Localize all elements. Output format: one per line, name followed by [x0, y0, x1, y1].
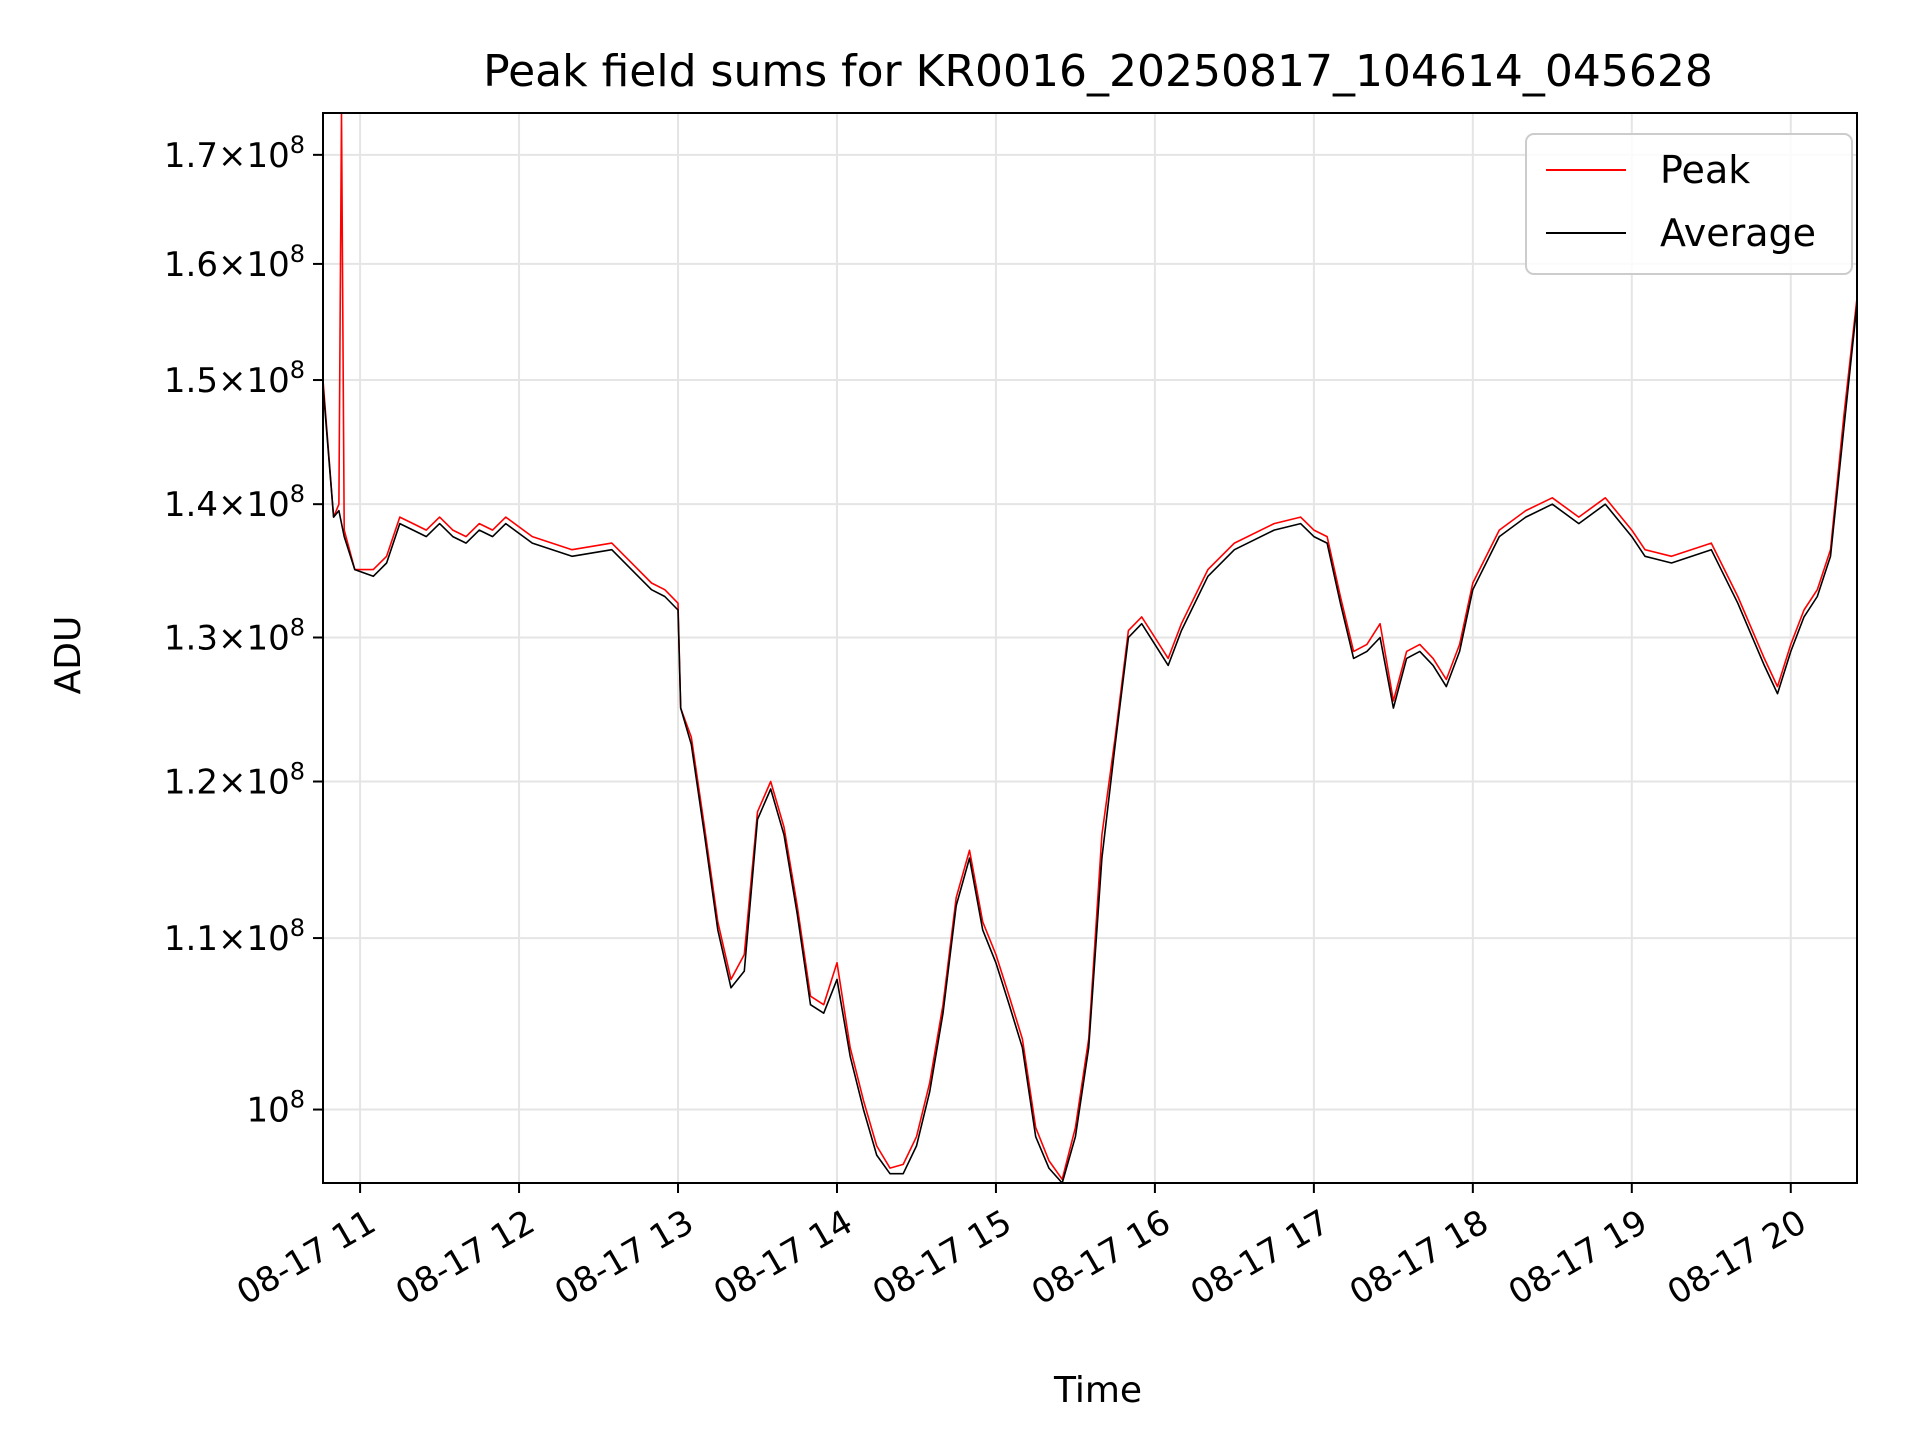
x-tick-label: 08-17 15	[866, 1202, 1018, 1313]
series-line-average	[323, 303, 1857, 1183]
x-axis: 08-17 11 08-17 12 08-17 13 08-17 14 08-17 15…	[230, 1183, 1813, 1313]
x-tick-label: 08-17 19	[1502, 1202, 1654, 1313]
y-tick-label: 1.4×108	[164, 480, 305, 525]
y-tick-label: 108	[246, 1086, 305, 1131]
legend-label-average: Average	[1660, 211, 1816, 255]
plot-frame	[322, 112, 1858, 1184]
y-tick-label: 1.2×108	[164, 758, 305, 803]
legend-label-peak: Peak	[1660, 148, 1750, 192]
y-tick-label: 1.1×108	[164, 914, 305, 959]
y-tick-label: 1.5×108	[164, 356, 305, 401]
y-tick-label: 1.3×108	[164, 614, 305, 659]
x-axis-label: Time	[1053, 1370, 1142, 1411]
y-axis-label: ADU	[48, 616, 89, 695]
x-tick-label: 08-17 14	[707, 1202, 859, 1313]
x-tick-label: 08-17 11	[230, 1202, 382, 1313]
x-tick-label: 08-17 12	[389, 1202, 541, 1313]
series-line-peak	[323, 113, 1857, 1181]
y-axis: 108 1.1×108 1.2×108 1.3×108 1.4×108 1.5×108 1.…	[164, 131, 323, 1131]
x-tick-label: 08-17 16	[1025, 1202, 1177, 1313]
chart-title: Peak field sums for KR0016_20250817_1046…	[483, 46, 1713, 97]
y-tick-label: 1.7×108	[164, 131, 305, 176]
y-tick-label: 1.6×108	[164, 240, 305, 285]
grid	[323, 113, 1857, 1183]
x-tick-label: 08-17 18	[1343, 1202, 1495, 1313]
legend: Peak Average	[1525, 133, 1853, 275]
x-tick-label: 08-17 20	[1661, 1202, 1813, 1313]
plot-area	[323, 113, 1857, 1183]
x-tick-label: 08-17 17	[1184, 1202, 1336, 1313]
x-tick-label: 08-17 13	[548, 1202, 700, 1313]
